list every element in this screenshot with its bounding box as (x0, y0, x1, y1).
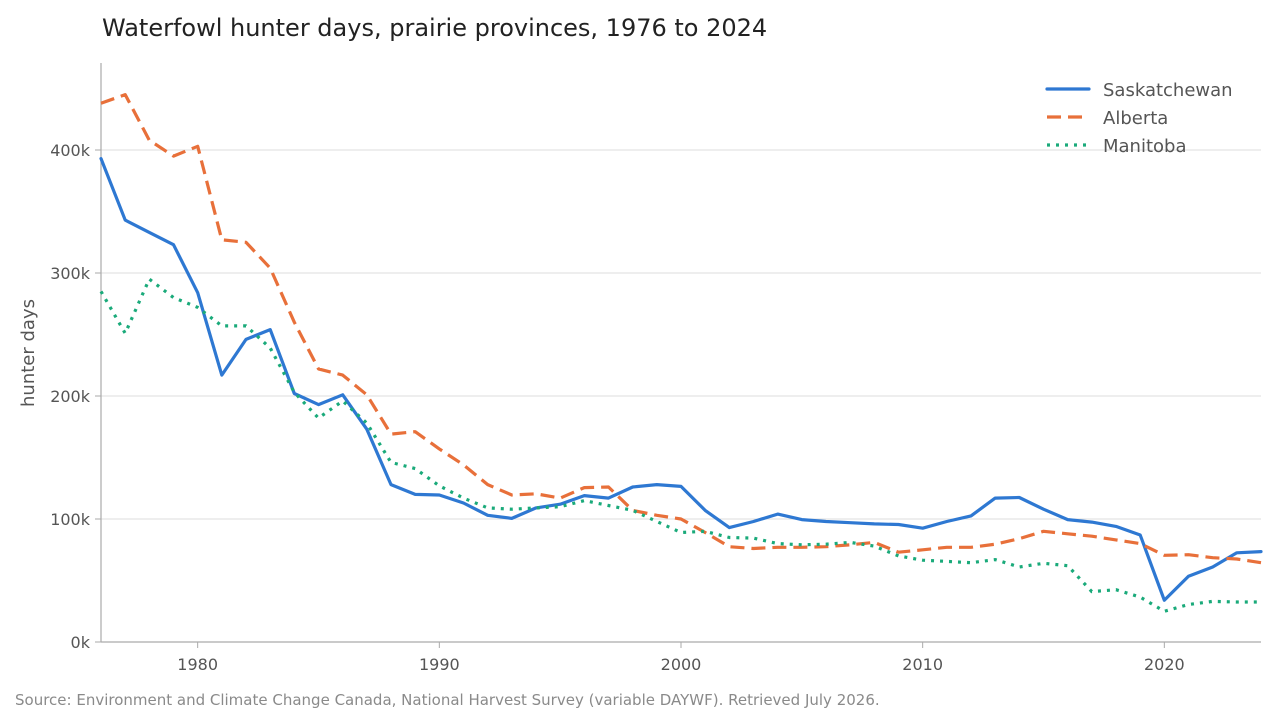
x-tick-label: 1980 (177, 655, 218, 674)
x-tick-label: 2010 (902, 655, 943, 674)
legend: Saskatchewan Alberta Manitoba (1045, 80, 1233, 157)
chart-title: Waterfowl hunter days, prairie provinces… (102, 14, 768, 42)
legend-label-alberta: Alberta (1103, 108, 1168, 129)
x-tick-label: 2020 (1144, 655, 1185, 674)
y-tick-label: 200k (50, 387, 91, 406)
x-tick-label: 1990 (419, 655, 460, 674)
series-line-alberta (100, 92, 1262, 565)
series-line-saskatchewan (99, 157, 1263, 602)
gridlines (101, 149, 1261, 520)
x-tick-label: 2000 (661, 655, 702, 674)
y-axis: 0k 100k 200k 300k 400k (50, 63, 102, 652)
y-tick-label: 300k (50, 264, 91, 283)
source-note: Source: Environment and Climate Change C… (15, 691, 880, 709)
y-tick-label: 0k (71, 633, 91, 652)
y-tick-label: 100k (50, 510, 91, 529)
series-line-manitoba (99, 277, 1261, 613)
legend-label-manitoba: Manitoba (1103, 136, 1187, 157)
y-tick-label: 400k (50, 141, 91, 160)
series-lines (99, 92, 1263, 613)
legend-label-saskatchewan: Saskatchewan (1103, 80, 1233, 101)
x-axis: 1980 1990 2000 2010 2020 (101, 641, 1261, 674)
y-axis-label: hunter days (18, 299, 39, 407)
